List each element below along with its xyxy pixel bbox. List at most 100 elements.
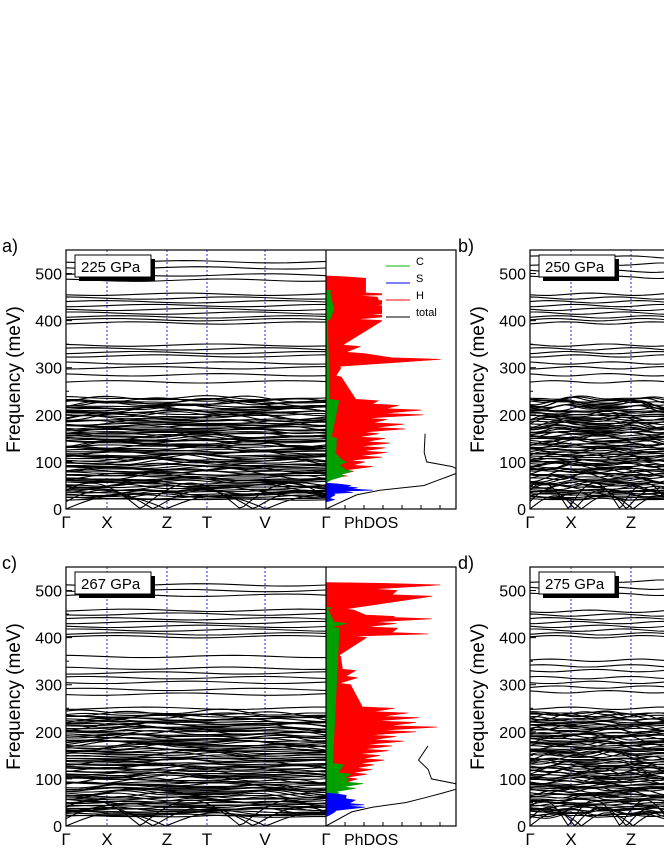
phonon-band [66, 757, 326, 762]
phonon-band [530, 758, 664, 761]
flat-band [530, 613, 664, 617]
y-tick-label: 400 [35, 631, 62, 648]
phonon-band [530, 742, 664, 748]
y-tick-label: 500 [35, 584, 62, 601]
phonon-band [66, 787, 327, 792]
phonon-band [530, 433, 664, 438]
x-tick-label: T [202, 513, 212, 532]
flat-band [66, 350, 327, 355]
flat-band [530, 680, 664, 685]
flat-band [530, 617, 664, 621]
phonon-band [530, 812, 664, 820]
phonon-band [66, 493, 327, 500]
phonon-band [530, 479, 664, 485]
pressure-box [74, 571, 152, 595]
flat-band [66, 380, 327, 384]
x-tick-label: Γ [321, 513, 330, 532]
x-tick-label: Z [626, 513, 636, 532]
flat-band [530, 675, 664, 680]
phonon-band [530, 766, 664, 775]
phonon-band [530, 783, 664, 789]
y-tick-label: 400 [499, 314, 526, 331]
phonon-band [66, 764, 327, 770]
acoustic-branch [530, 489, 664, 509]
phonon-band [66, 771, 327, 778]
phonon-band [66, 438, 327, 445]
flat-band [66, 671, 327, 675]
panel-label: a) [2, 236, 18, 256]
phonon-band [66, 771, 327, 777]
plot-frame [65, 249, 457, 510]
y-tick-label: 100 [35, 772, 62, 789]
phonon-band [66, 493, 327, 499]
x-tick-label: Z [626, 830, 636, 849]
x-tick-label: Z [162, 513, 172, 532]
phonon-band [530, 776, 664, 781]
phonon-band [530, 741, 664, 745]
phonon-band [530, 774, 664, 779]
phonon-band [530, 749, 664, 757]
phonon-band [530, 724, 664, 727]
phonon-band [530, 733, 664, 738]
phonon-band [66, 397, 327, 403]
flat-band [66, 675, 327, 680]
dispersion-bands [66, 260, 327, 509]
phonon-band [530, 782, 664, 787]
flat-band [530, 706, 664, 710]
y-axis-title: Frequency (meV) [468, 306, 489, 453]
phonon-band [66, 453, 327, 461]
phonon-band [66, 395, 327, 403]
pressure-label: 267 GPa [81, 576, 141, 593]
phonon-band [66, 795, 327, 800]
phonon-band [530, 748, 664, 753]
phonon-band [66, 797, 327, 804]
phonon-band [66, 726, 327, 730]
pressure-box [74, 254, 152, 278]
phonon-band [66, 791, 327, 798]
flat-band [66, 608, 327, 613]
phonon-band [530, 765, 664, 769]
flat-band [530, 632, 664, 636]
phonon-band [530, 712, 664, 722]
dos-H-fill [325, 275, 441, 479]
flat-band [530, 373, 664, 377]
phonon-band [66, 720, 327, 724]
flat-band [66, 303, 327, 308]
acoustic-branch [66, 799, 327, 826]
x-tick-label: X [565, 830, 576, 849]
phonon-band [66, 748, 327, 752]
legend-label: S [416, 273, 423, 285]
phonon-band [530, 749, 664, 755]
phonon-band [530, 806, 664, 812]
phdos-label: PhDOS [344, 515, 398, 532]
acoustic-branch [530, 806, 664, 826]
phonon-band [66, 448, 326, 453]
legend-label: H [416, 290, 424, 302]
dispersion-bands [530, 579, 664, 826]
phonon-band [530, 420, 664, 429]
acoustic-branch [66, 495, 327, 509]
flat-band [66, 632, 327, 636]
y-tick-label: 100 [35, 455, 62, 472]
pressure-label: 275 GPa [545, 576, 605, 593]
x-tick-label: X [101, 830, 112, 849]
x-tick-label: Γ [525, 513, 534, 532]
y-axis-title: Frequency (meV) [4, 306, 25, 453]
phonon-band [66, 717, 327, 724]
flat-band [66, 620, 327, 625]
phonon-band [530, 735, 664, 741]
phonon-band [530, 758, 664, 765]
phonon-band [530, 466, 664, 474]
phonon-band [66, 792, 327, 801]
phonon-band [66, 489, 327, 497]
phonon-band [66, 721, 327, 728]
flat-band [66, 634, 327, 639]
legend-label: C [416, 256, 424, 268]
phonon-band [530, 430, 664, 434]
phonon-band [530, 727, 664, 735]
flat-band [530, 620, 664, 625]
flat-band [530, 296, 664, 300]
phonon-band [66, 796, 327, 801]
flat-band [66, 311, 327, 315]
